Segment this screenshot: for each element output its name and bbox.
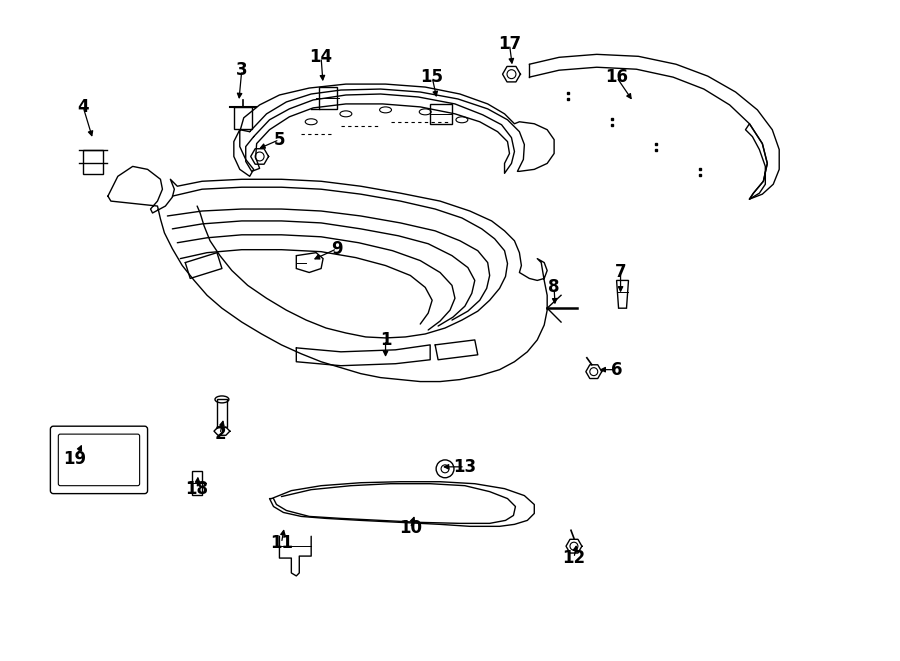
Text: 1: 1 (380, 331, 392, 349)
Text: 15: 15 (420, 68, 444, 86)
Bar (83, 149, 103, 175)
Text: 2: 2 (214, 425, 226, 443)
Text: 12: 12 (562, 549, 586, 567)
Text: 16: 16 (605, 68, 628, 86)
Text: 7: 7 (615, 264, 626, 282)
Bar (193, 471, 202, 494)
Text: 8: 8 (548, 278, 560, 296)
Text: 9: 9 (331, 240, 343, 258)
Text: 18: 18 (185, 480, 209, 498)
Text: 14: 14 (310, 48, 333, 66)
Text: 10: 10 (399, 520, 422, 537)
Text: 5: 5 (274, 131, 285, 149)
Text: 11: 11 (270, 534, 292, 552)
Text: 3: 3 (236, 61, 248, 79)
Text: 13: 13 (454, 458, 476, 476)
Text: 4: 4 (77, 98, 89, 116)
Text: 19: 19 (64, 450, 86, 468)
Bar (234, 107, 252, 129)
Text: 6: 6 (611, 361, 622, 379)
Text: 17: 17 (498, 36, 521, 54)
Bar (217, 399, 227, 427)
